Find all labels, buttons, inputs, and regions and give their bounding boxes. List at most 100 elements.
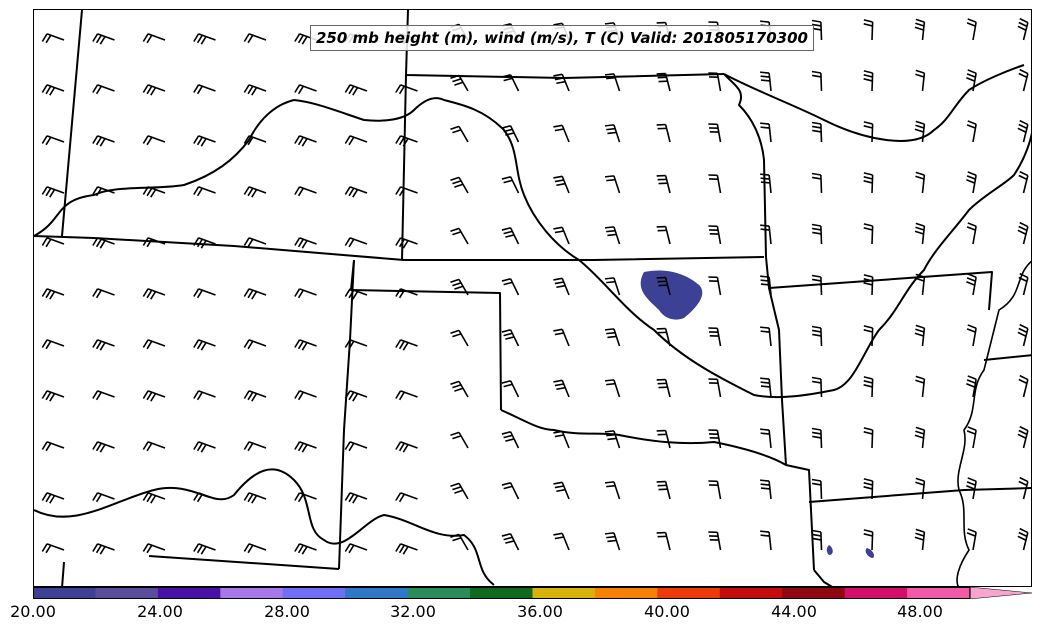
wind-barb <box>811 478 823 500</box>
wind-barb <box>966 528 977 551</box>
wind-barb <box>656 429 671 449</box>
wind-barb <box>501 482 520 500</box>
wind-barb <box>395 543 418 555</box>
wind-barb <box>41 186 65 198</box>
wind-barb <box>708 225 722 245</box>
wind-barb <box>501 278 520 296</box>
wind-barb <box>142 543 166 554</box>
wind-barb <box>1018 374 1029 398</box>
colorbar-segment <box>220 587 284 599</box>
wind-barb <box>966 324 977 347</box>
wind-barb <box>656 174 671 194</box>
wind-barb <box>553 175 570 194</box>
wind-barb <box>344 135 368 146</box>
colorbar-tick-label: 48.00 <box>897 602 943 621</box>
wind-barb <box>193 186 216 197</box>
colorbar-segment <box>282 587 346 599</box>
wind-barb <box>1018 272 1029 296</box>
colorbar-tick-label: 44.00 <box>771 602 817 621</box>
wind-barb <box>656 327 671 347</box>
wind-barb <box>142 339 166 350</box>
wind-barb <box>966 222 977 245</box>
wind-barb <box>708 480 722 500</box>
wind-barb <box>501 176 520 194</box>
wind-barb <box>553 73 570 92</box>
wind-barb <box>1017 425 1029 449</box>
wind-barb <box>395 339 418 351</box>
wind-barb <box>811 325 823 347</box>
wind-barb <box>553 532 570 551</box>
wind-barb <box>966 273 977 296</box>
wind-barb <box>501 329 520 347</box>
wind-barb <box>553 379 570 398</box>
colorbar-segment <box>844 587 908 599</box>
wind-barb <box>553 226 570 245</box>
wind-barb <box>243 390 267 402</box>
wind-barb <box>92 237 115 249</box>
wind-barb <box>760 326 772 347</box>
wind-barb <box>604 73 621 92</box>
wind-barb <box>811 274 823 296</box>
wind-barb <box>142 135 166 146</box>
wind-barb <box>1018 68 1029 92</box>
wind-barb <box>1017 323 1029 347</box>
wind-barb <box>92 492 115 503</box>
wind-barb <box>294 288 317 299</box>
wind-barb <box>863 223 874 245</box>
wind-barb <box>193 135 216 147</box>
colorbar-segment <box>719 587 783 599</box>
wind-barb <box>1017 119 1029 143</box>
wind-barb <box>914 222 926 245</box>
wind-barb <box>604 277 621 296</box>
wind-barb <box>708 378 722 398</box>
wind-barb <box>760 479 772 500</box>
wind-barb <box>863 121 874 143</box>
wind-barb <box>811 172 823 194</box>
wind-barb <box>450 533 469 551</box>
wind-barb <box>193 33 216 45</box>
wind-barb <box>915 171 926 194</box>
wind-barb <box>395 492 418 503</box>
colorbar-segment <box>33 587 96 599</box>
wind-barb <box>604 328 621 347</box>
wind-barb <box>142 33 166 44</box>
wind-barb <box>604 481 621 500</box>
wind-barb <box>243 288 267 300</box>
wind-barb <box>344 288 368 300</box>
wind-barb <box>863 172 874 194</box>
wind-barb <box>966 120 977 143</box>
wind-barb <box>708 174 722 194</box>
wind-barb <box>604 124 621 143</box>
wind-barb <box>915 69 926 92</box>
wind-barb <box>760 377 772 398</box>
wind-barb <box>553 430 570 449</box>
wind-barb <box>395 441 418 453</box>
coastline-rivers <box>34 64 1031 586</box>
wind-barb <box>656 531 671 551</box>
wind-barb <box>344 492 368 504</box>
wind-barb <box>966 18 977 41</box>
wind-barb-field <box>41 17 1029 555</box>
wind-barb <box>344 84 368 96</box>
wind-barb <box>243 492 267 504</box>
wind-barb <box>708 276 722 296</box>
wind-barb <box>656 480 671 500</box>
wind-barb <box>656 72 671 92</box>
wind-barb <box>501 431 520 449</box>
wind-barb <box>294 543 317 555</box>
wind-barb <box>142 84 166 96</box>
wind-barb <box>656 378 671 398</box>
wind-barb <box>708 531 722 551</box>
wind-barb <box>501 533 520 551</box>
colorbar-segment <box>907 587 971 599</box>
wind-barb <box>914 120 926 143</box>
wind-barb <box>450 125 469 143</box>
wind-barb <box>450 74 469 92</box>
wind-barb <box>92 543 115 555</box>
wind-barb <box>501 125 520 143</box>
wind-barb <box>553 277 570 296</box>
wind-barb <box>811 70 823 92</box>
wind-barb <box>811 223 823 245</box>
colorbar-tick-label: 32.00 <box>390 602 436 621</box>
wind-barb <box>41 237 65 248</box>
